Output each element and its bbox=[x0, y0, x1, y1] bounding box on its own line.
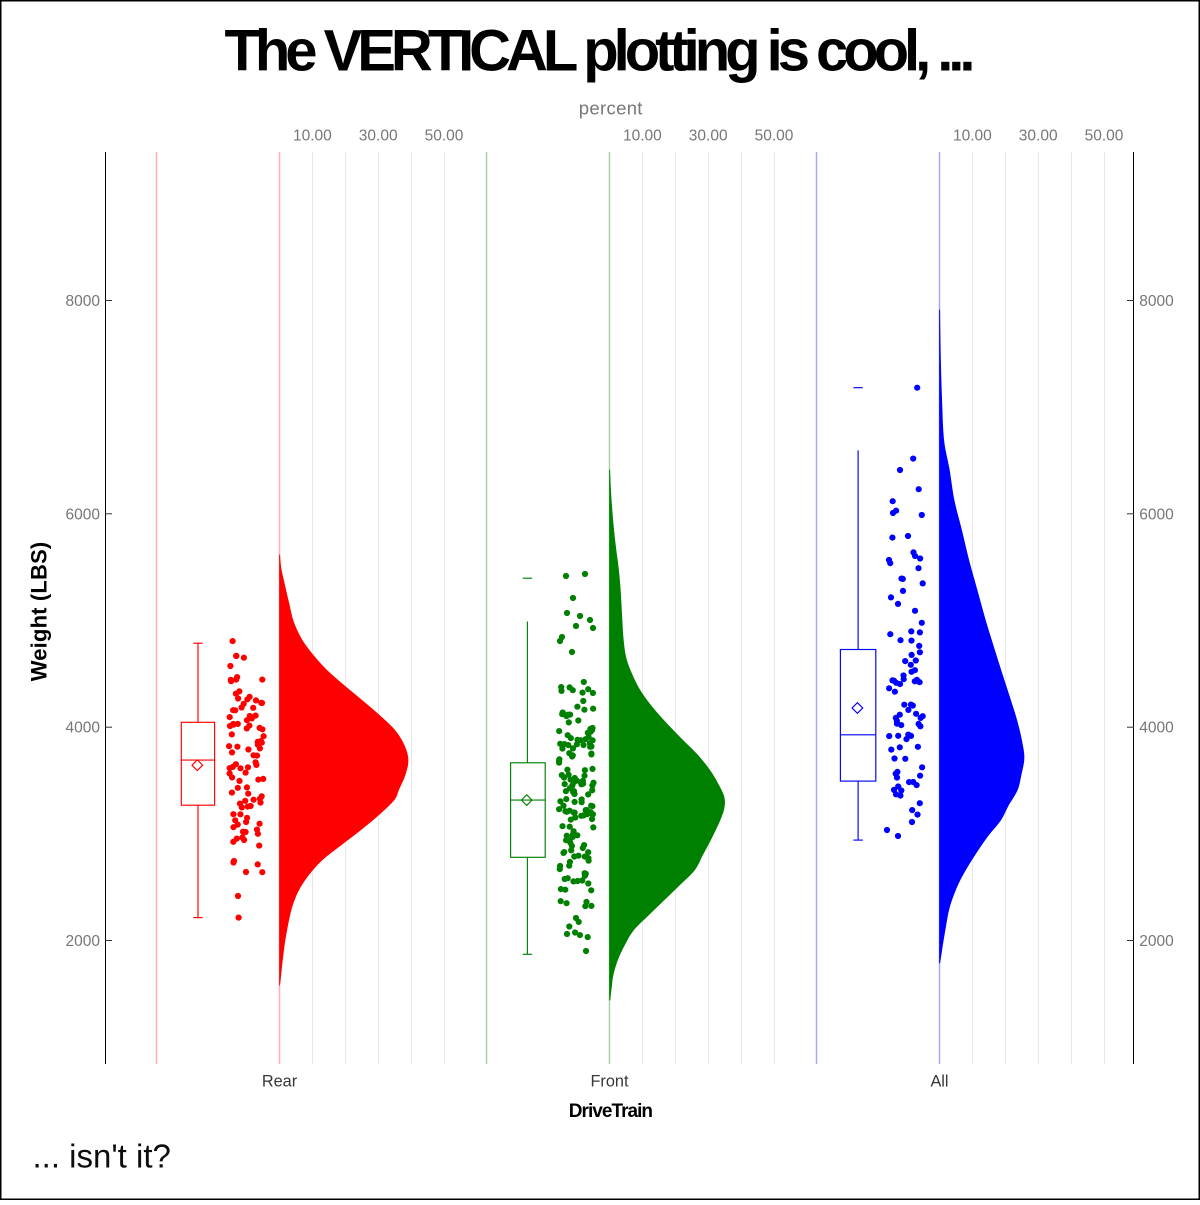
svg-text:50.00: 50.00 bbox=[755, 128, 794, 145]
svg-text:Front: Front bbox=[590, 1073, 628, 1091]
svg-text:4000: 4000 bbox=[1139, 720, 1174, 737]
svg-text:Rear: Rear bbox=[262, 1073, 298, 1091]
svg-text:2000: 2000 bbox=[66, 933, 101, 950]
svg-text:6000: 6000 bbox=[66, 506, 101, 523]
svg-text:All: All bbox=[930, 1073, 948, 1091]
svg-text:50.00: 50.00 bbox=[425, 128, 464, 145]
svg-text:6000: 6000 bbox=[1139, 506, 1174, 523]
svg-text:10.00: 10.00 bbox=[623, 128, 662, 145]
svg-text:percent: percent bbox=[579, 98, 643, 119]
svg-text:The VERTICAL plotting is cool,: The VERTICAL plotting is cool, ... bbox=[225, 19, 976, 84]
svg-text:30.00: 30.00 bbox=[359, 128, 398, 145]
svg-text:2000: 2000 bbox=[1139, 933, 1174, 950]
svg-text:10.00: 10.00 bbox=[293, 128, 332, 145]
svg-text:... isn't it?: ... isn't it? bbox=[33, 1138, 171, 1175]
svg-text:DriveTrain: DriveTrain bbox=[569, 1101, 653, 1122]
svg-text:8000: 8000 bbox=[66, 293, 101, 310]
svg-text:30.00: 30.00 bbox=[689, 128, 728, 145]
svg-text:8000: 8000 bbox=[1139, 293, 1174, 310]
svg-text:10.00: 10.00 bbox=[953, 128, 992, 145]
svg-text:4000: 4000 bbox=[66, 720, 101, 737]
svg-text:30.00: 30.00 bbox=[1019, 128, 1058, 145]
svg-text:Weight (LBS): Weight (LBS) bbox=[26, 542, 51, 682]
svg-text:50.00: 50.00 bbox=[1085, 128, 1124, 145]
